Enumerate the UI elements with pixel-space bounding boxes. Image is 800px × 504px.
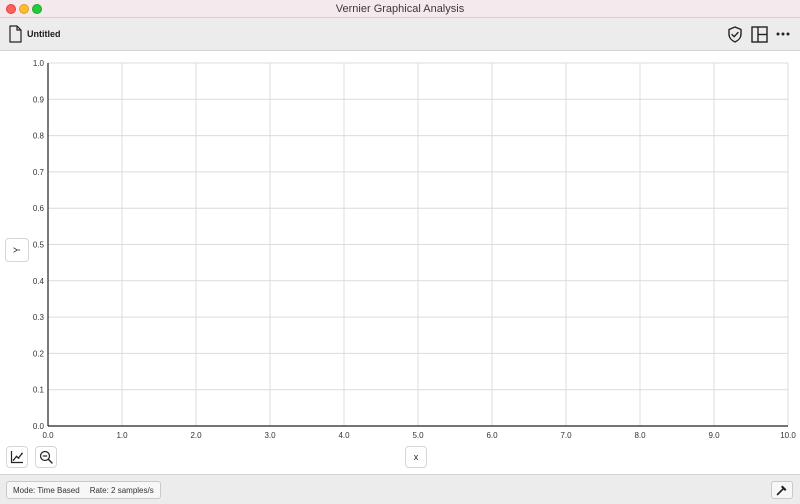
close-window-button[interactable]: [6, 4, 16, 14]
y-tick-label: 1.0: [33, 59, 45, 68]
x-axis-column-selector[interactable]: x: [405, 446, 427, 468]
x-tick-label: 0.0: [42, 431, 54, 440]
window-title: Vernier Graphical Analysis: [335, 3, 465, 15]
y-tick-label: 0.4: [33, 277, 45, 286]
file-icon[interactable]: [9, 25, 22, 43]
x-tick-label: 9.0: [708, 431, 720, 440]
y-tick-label: 0.8: [33, 132, 45, 141]
y-tick-label: 0.1: [33, 386, 45, 395]
y-tick-label: 0.7: [33, 168, 45, 177]
meter-icon: [776, 485, 787, 496]
zoom-out-icon: [39, 450, 53, 464]
layout-icon: [750, 25, 768, 43]
y-tick-label: 0.9: [33, 95, 45, 104]
x-axis-label: x: [413, 452, 419, 462]
file-name[interactable]: Untitled: [27, 29, 61, 39]
x-tick-label: 2.0: [190, 431, 202, 440]
x-tick-label: 4.0: [338, 431, 350, 440]
graph[interactable]: 0.0 1.0 2.0 3.0 4.0 5.0 6.0 7.0 8.0 9.0 10.0 0.0 0.…: [0, 52, 800, 444]
title-bar: Vernier Graphical Analysis: [0, 0, 800, 18]
zoom-out-button[interactable]: [35, 446, 57, 468]
data-collection-settings-button[interactable]: Mode: Time Based Rate: 2 samples/s: [6, 481, 161, 499]
data-sharing-button[interactable]: [725, 24, 745, 44]
x-tick-label: 6.0: [486, 431, 498, 440]
x-tick-label: 5.0: [412, 431, 424, 440]
status-bar: Mode: Time Based Rate: 2 samples/s: [0, 474, 800, 504]
more-options-button[interactable]: [773, 24, 793, 44]
x-tick-label: 3.0: [264, 431, 276, 440]
y-tick-label: 0.3: [33, 313, 45, 322]
y-axis-label: Y: [11, 246, 22, 254]
x-tick-label: 1.0: [116, 431, 128, 440]
graph-options-icon: [10, 451, 23, 464]
y-tick-label: 0.2: [33, 349, 45, 358]
page-layout-button[interactable]: [749, 24, 769, 44]
toolbar: Untitled: [0, 18, 800, 51]
x-tick-label: 10.0: [780, 431, 796, 440]
x-tick-label: 8.0: [634, 431, 646, 440]
y-tick-label: 0.0: [33, 422, 45, 431]
y-axis-column-selector[interactable]: Y: [5, 238, 29, 262]
mode-label: Mode: Time Based: [13, 485, 80, 495]
rate-label: Rate: 2 samples/s: [89, 485, 154, 495]
maximize-window-button[interactable]: [32, 4, 42, 14]
meter-button[interactable]: [771, 481, 793, 499]
x-tick-label: 7.0: [560, 431, 572, 440]
y-tick-label: 0.6: [33, 204, 45, 213]
graph-options-button[interactable]: [6, 446, 28, 468]
more-icon: [776, 32, 790, 36]
shield-check-icon: [728, 25, 742, 43]
minimize-window-button[interactable]: [19, 4, 29, 14]
y-tick-label: 0.5: [33, 241, 45, 250]
